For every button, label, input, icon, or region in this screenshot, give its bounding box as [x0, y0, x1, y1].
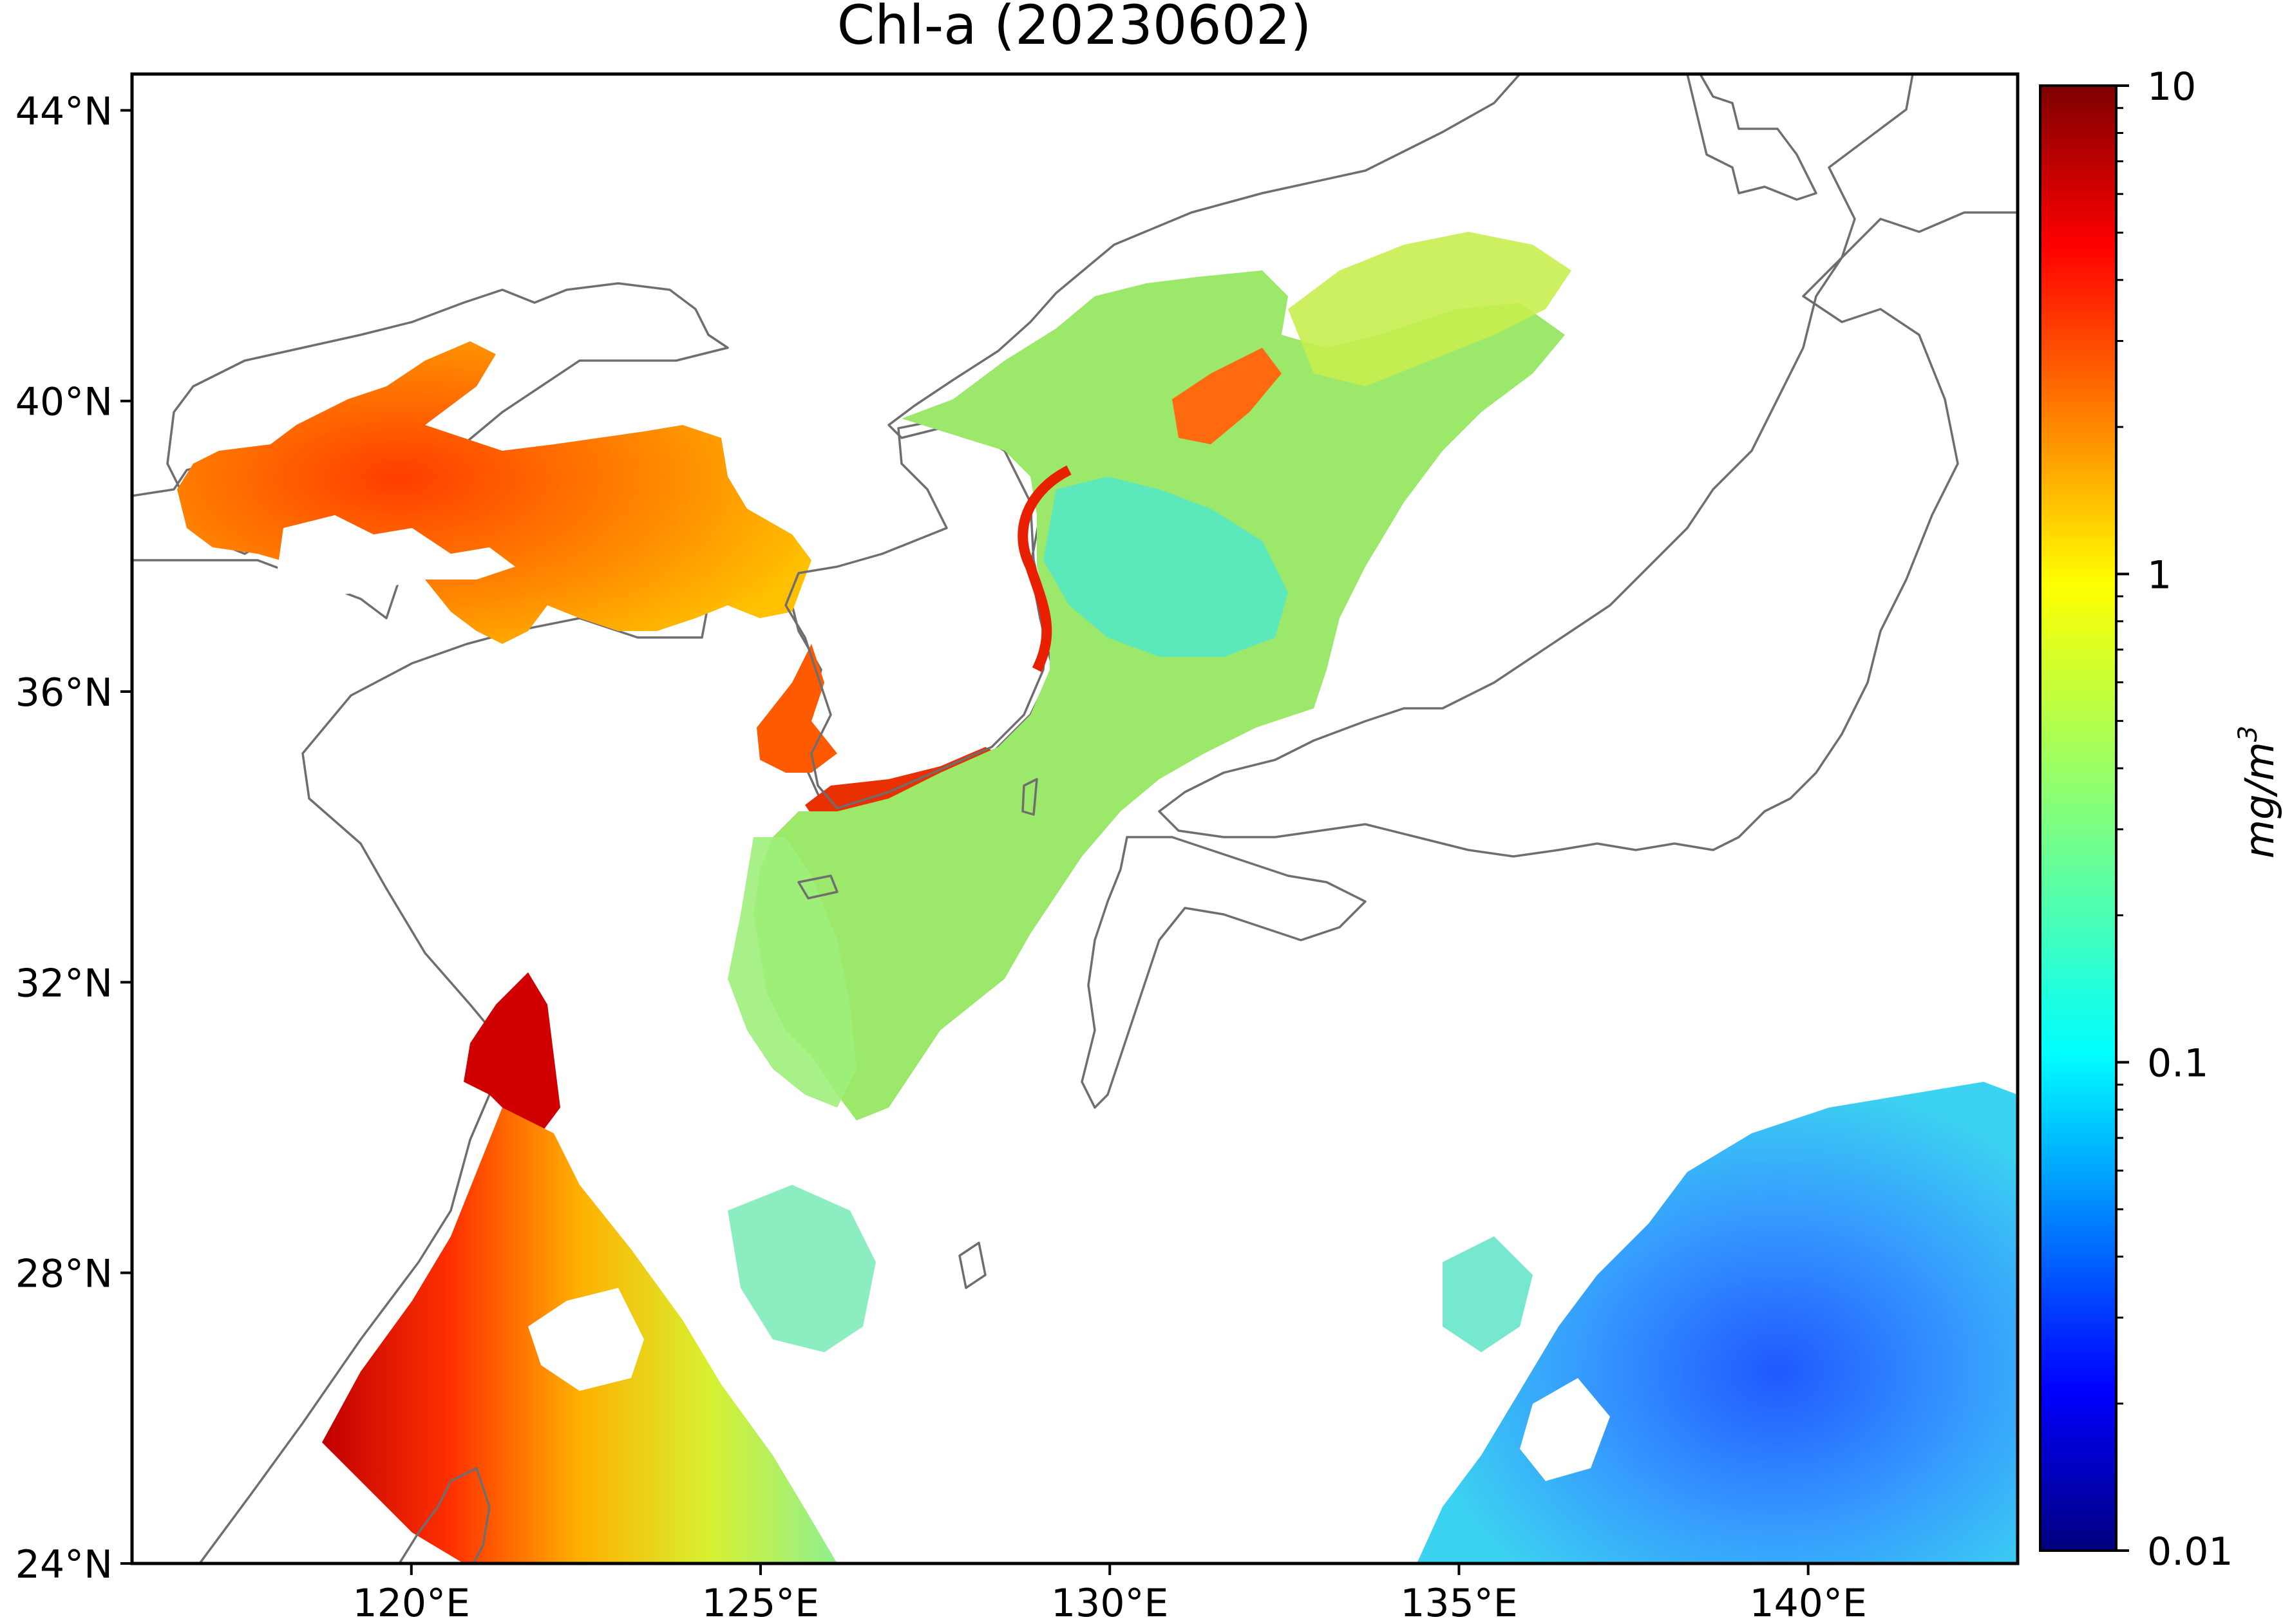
colorbar-tick-label: 10: [2147, 64, 2196, 109]
colorbar-unit-label: mg/m3: [2233, 726, 2283, 859]
colorbar: 10 1 0.1 0.01 mg/m3: [2039, 64, 2283, 1574]
latitude-axis: 24°N 28°N 32°N 36°N 40°N 44°N: [15, 89, 132, 1587]
bohai-gap: [277, 515, 515, 599]
lat-tick-label: 28°N: [15, 1252, 113, 1297]
map-frame: [130, 72, 2020, 1565]
land-japan-shikoku-kyushu: [1081, 836, 1367, 1109]
map-title: Chl-a (20230602): [837, 0, 1312, 57]
land-jeju: [797, 874, 838, 900]
lon-tick-label: 120°E: [353, 1581, 470, 1624]
map-area: [132, 74, 2018, 1563]
pacific-patches-mid: [1443, 1236, 1533, 1352]
colorbar-frame: [2039, 84, 2117, 1552]
land-japan-honshu: [1158, 74, 2018, 858]
colorbar-tick-label: 1: [2147, 552, 2172, 598]
colorbar-gradient: [2040, 86, 2116, 1551]
lon-tick-label: 125°E: [702, 1581, 819, 1624]
ecs-white-gap: [528, 1288, 644, 1391]
lat-tick-label: 36°N: [15, 670, 113, 715]
changjiang-plume: [464, 972, 560, 1133]
longitude-axis: 120°E 125°E 130°E 135°E 140°E: [353, 1563, 1867, 1624]
pacific-white-gap: [1520, 1378, 1610, 1481]
land-tsushima: [1021, 778, 1038, 816]
lat-tick-label: 44°N: [15, 89, 113, 134]
land-taiwan: [398, 1467, 491, 1563]
lat-tick-label: 24°N: [15, 1542, 113, 1587]
lon-tick-label: 130°E: [1051, 1581, 1168, 1624]
east-sea-central-blue: [1043, 477, 1288, 657]
colorbar-ticks: 10 1 0.1 0.01: [2116, 64, 2233, 1574]
land-hokkaido-fragment: [1686, 74, 1817, 201]
lon-tick-label: 135°E: [1400, 1581, 1517, 1624]
ecs-shelf-chl: [728, 837, 857, 1108]
vladivostok-bloom: [1172, 348, 1282, 444]
lat-tick-label: 32°N: [15, 961, 113, 1006]
east-sea-chl: [753, 270, 1565, 1120]
east-korea-warm-current: [1018, 465, 1072, 672]
colorbar-tick-label: 0.1: [2147, 1041, 2208, 1086]
colorbar-tick-label: 0.01: [2147, 1529, 2233, 1574]
lat-tick-label: 40°N: [15, 380, 113, 425]
lon-tick-label: 140°E: [1749, 1581, 1866, 1624]
ecs-south-chl: [728, 1185, 876, 1352]
land-okinawa: [958, 1242, 987, 1289]
bohai-sea-chl: [177, 341, 811, 644]
north-east-sea-patches: [1288, 232, 1571, 386]
